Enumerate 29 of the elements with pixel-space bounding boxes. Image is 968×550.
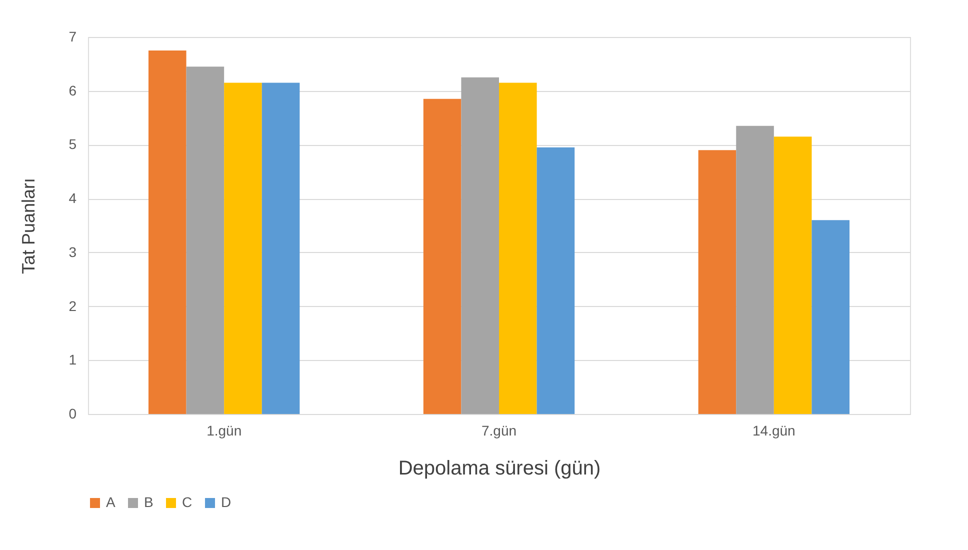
bar (186, 66, 224, 414)
y-tick-label: 6 (68, 82, 77, 98)
legend-label: B (144, 494, 154, 510)
y-tick-label: 4 (68, 190, 77, 206)
bar (736, 126, 774, 414)
legend-label: D (221, 494, 232, 510)
bar (262, 82, 300, 414)
y-axis-title: Tat Puanları (18, 178, 39, 274)
y-tick-label: 1 (68, 352, 77, 368)
bar (461, 77, 499, 414)
bar (536, 147, 575, 414)
x-axis-title: Depolama süresi (gün) (398, 458, 601, 480)
y-tick-label: 0 (68, 406, 77, 422)
y-tick-label: 2 (68, 298, 77, 314)
x-tick-label: 7.gün (481, 422, 517, 438)
y-tick-label: 7 (68, 28, 77, 44)
bar (148, 50, 186, 414)
bar (774, 136, 812, 414)
x-tick-label: 1.gün (206, 422, 242, 438)
bar (423, 98, 462, 414)
y-tick-label: 3 (68, 244, 77, 260)
bar (224, 82, 262, 414)
y-tick-label: 5 (68, 136, 77, 152)
x-tick-label: 14.gün (752, 422, 796, 438)
bar (698, 150, 736, 414)
legend-label: C (182, 494, 192, 510)
bar (812, 220, 850, 414)
bar (499, 82, 537, 414)
legend-label: A (106, 494, 116, 510)
